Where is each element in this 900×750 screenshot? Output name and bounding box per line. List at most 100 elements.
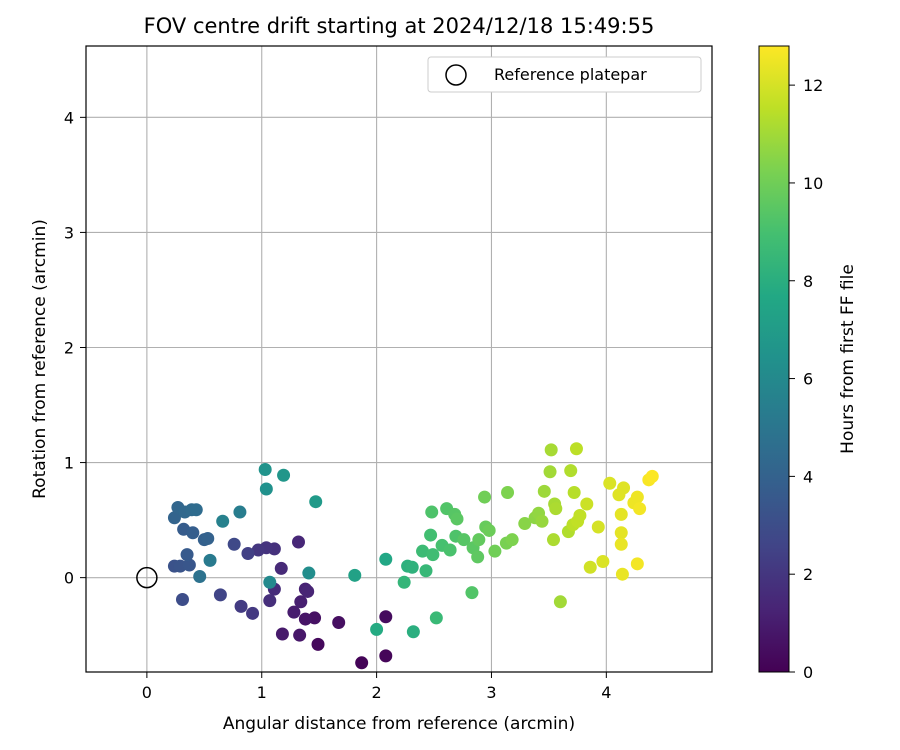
data-point	[216, 514, 230, 528]
data-point	[457, 533, 471, 547]
colorbar-tick-label: 12	[803, 76, 823, 95]
data-point	[234, 599, 248, 613]
data-point	[544, 443, 558, 457]
data-point	[379, 610, 393, 624]
data-point	[294, 595, 308, 609]
legend-label: Reference platepar	[494, 65, 647, 84]
data-point	[379, 552, 393, 566]
colorbar-tick-label: 6	[803, 370, 813, 389]
data-point	[311, 637, 325, 651]
data-point	[567, 485, 581, 499]
data-point	[274, 561, 288, 575]
data-point	[419, 564, 433, 578]
data-point	[193, 569, 207, 583]
chart-title: FOV centre drift starting at 2024/12/18 …	[144, 14, 655, 38]
data-point	[478, 490, 492, 504]
data-point	[251, 543, 265, 557]
x-tick-label: 4	[601, 683, 611, 702]
legend-marker-icon	[445, 64, 467, 86]
colorbar-ticks: 0 2 4 6 8 10 12	[789, 76, 823, 682]
axis-ticks: 0 1 2 3 4 0 1 2 3 4	[64, 108, 612, 702]
data-point	[471, 550, 485, 564]
data-point	[645, 469, 659, 483]
data-point	[167, 511, 181, 525]
data-point	[614, 507, 628, 521]
x-tick-label: 3	[486, 683, 496, 702]
data-point	[203, 553, 217, 567]
data-point	[488, 544, 502, 558]
colorbar-gradient	[758, 45, 790, 673]
y-tick-label: 2	[64, 338, 74, 357]
legend: Reference platepar	[427, 56, 702, 93]
grid	[86, 46, 712, 672]
data-point	[426, 548, 440, 562]
data-point	[482, 523, 496, 537]
colorbar: 0 2 4 6 8 10 12 Hours from first FF file	[758, 45, 858, 682]
colorbar-tick-label: 0	[803, 663, 813, 682]
data-point	[258, 462, 272, 476]
data-point	[450, 512, 464, 526]
data-point	[501, 485, 515, 499]
data-point	[424, 528, 438, 542]
data-point	[546, 533, 560, 547]
data-point	[573, 509, 587, 522]
data-point	[465, 586, 479, 600]
plot-area: 0 1 2 3 4 0 1 2 3 4	[64, 45, 713, 702]
colorbar-tick-label: 4	[803, 467, 813, 486]
data-point	[180, 548, 194, 562]
data-point	[633, 502, 647, 516]
data-point	[416, 544, 430, 558]
data-point	[553, 595, 567, 609]
data-point	[275, 627, 289, 641]
x-tick-label: 1	[257, 683, 267, 702]
data-point	[301, 584, 315, 598]
data-point	[186, 526, 200, 540]
data-point	[302, 566, 316, 580]
data-point	[615, 567, 629, 581]
data-point	[263, 575, 277, 589]
data-point	[472, 533, 486, 547]
data-point	[543, 465, 557, 479]
data-point	[277, 468, 291, 482]
data-point	[233, 505, 247, 519]
data-point	[569, 442, 583, 456]
data-point	[201, 532, 215, 546]
colorbar-tick-label: 2	[803, 565, 813, 584]
plot-frame	[85, 45, 713, 673]
data-point	[535, 514, 549, 528]
data-point	[505, 533, 519, 547]
data-point	[537, 484, 551, 498]
data-point	[580, 497, 594, 511]
data-point	[425, 505, 439, 519]
data-point	[182, 558, 196, 572]
x-tick-label: 0	[142, 683, 152, 702]
y-tick-label: 1	[64, 454, 74, 473]
data-point	[617, 481, 631, 495]
y-axis-label: Rotation from reference (arcmin)	[30, 219, 50, 499]
data-point	[379, 649, 393, 663]
data-point	[397, 575, 411, 589]
data-point	[355, 656, 369, 670]
data-point	[175, 593, 189, 607]
y-tick-label: 0	[64, 569, 74, 588]
data-point	[429, 611, 443, 625]
data-point	[549, 502, 563, 516]
data-point	[591, 520, 605, 534]
data-point	[603, 476, 617, 490]
data-point	[291, 535, 305, 549]
data-point	[630, 490, 644, 504]
data-point	[227, 537, 241, 551]
colorbar-tick-label: 8	[803, 272, 813, 291]
data-point	[564, 464, 578, 478]
data-point	[332, 616, 346, 630]
data-point	[259, 482, 273, 496]
x-tick-label: 2	[372, 683, 382, 702]
data-point	[614, 537, 628, 551]
data-point	[246, 606, 260, 620]
y-tick-label: 3	[64, 223, 74, 242]
data-point	[213, 588, 227, 602]
colorbar-label: Hours from first FF file	[838, 264, 858, 454]
data-point	[241, 546, 255, 560]
